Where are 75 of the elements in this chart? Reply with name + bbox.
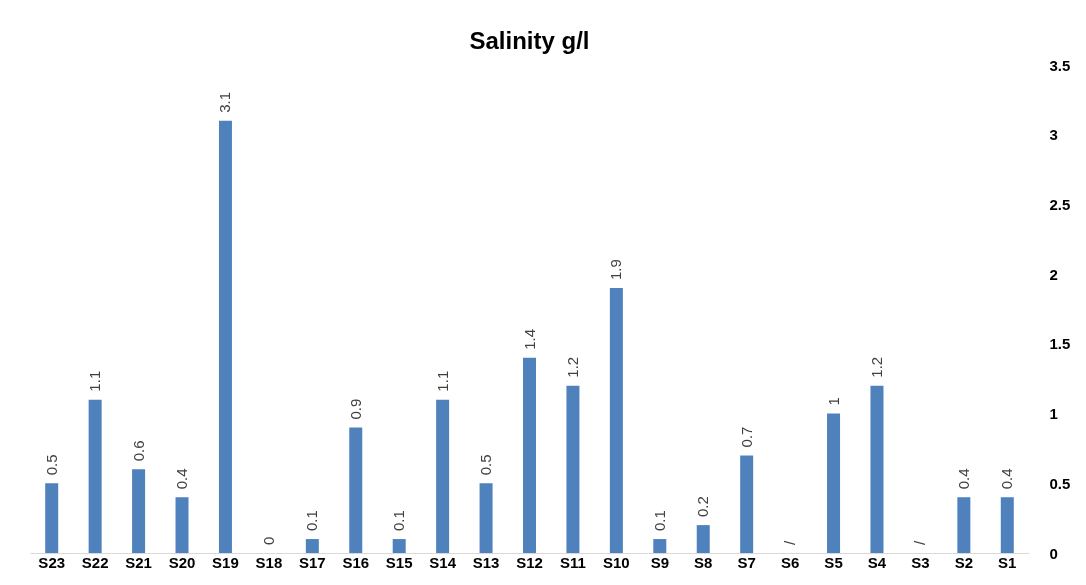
y-tick-label: 0.5: [1049, 474, 1071, 492]
x-tick-label: S5: [824, 553, 843, 571]
x-tick-label: S2: [954, 553, 974, 571]
data-label: 0: [259, 536, 277, 545]
x-tick-label: S1: [998, 553, 1017, 571]
data-label: 0.4: [998, 468, 1016, 490]
bar: [523, 357, 536, 553]
x-tick-label: S8: [694, 553, 713, 571]
data-label: 1: [824, 397, 842, 406]
data-label: 1.4: [520, 328, 538, 350]
data-label: 1.1: [86, 370, 104, 392]
x-tick-label: S13: [472, 553, 500, 571]
data-label: 0.7: [737, 426, 755, 448]
y-tick-label: 3: [1049, 126, 1058, 144]
x-tick-label: S20: [168, 553, 196, 571]
y-tick-label: 2: [1049, 265, 1058, 283]
bar: [88, 399, 102, 553]
x-tick-label: S4: [867, 553, 887, 571]
x-tick-label: S16: [342, 553, 370, 571]
y-tick-label: 3.5: [1049, 56, 1071, 74]
x-tick-label: S18: [255, 553, 283, 571]
data-label: 1.1: [433, 370, 451, 392]
x-tick-label: S9: [650, 553, 669, 571]
data-label: 0.5: [42, 454, 60, 476]
data-label: 0.2: [694, 496, 712, 518]
x-tick-label: S23: [38, 553, 66, 571]
data-label: 0.1: [390, 510, 408, 532]
bar: [305, 539, 319, 553]
bar: [957, 497, 971, 553]
x-tick-label: S11: [560, 553, 586, 571]
data-label: 0.1: [303, 510, 321, 532]
bar: [740, 455, 754, 553]
data-label: 1.2: [563, 356, 581, 378]
x-tick-label: S6: [780, 553, 800, 571]
x-tick-label: S12: [516, 553, 543, 571]
bar: [218, 120, 232, 553]
data-label: 0.9: [346, 398, 364, 420]
x-tick-label: S10: [603, 553, 630, 571]
data-label: 0.1: [650, 510, 668, 532]
data-label: 1.2: [867, 356, 885, 378]
chart-title: Salinity g/l: [469, 27, 590, 54]
x-tick-label: S21: [125, 553, 152, 571]
data-label: 0.6: [129, 440, 147, 462]
bar: [479, 483, 493, 553]
x-tick-label: S15: [385, 553, 413, 571]
x-tick-label: S17: [298, 553, 326, 571]
bar: [349, 427, 363, 553]
bar: [175, 497, 189, 553]
data-label: 0.5: [477, 454, 495, 476]
bar: [132, 469, 146, 553]
text: /: [781, 540, 799, 545]
y-tick-label: 2.5: [1049, 195, 1071, 213]
x-tick-label: S7: [737, 553, 756, 571]
y-tick-label: 1.5: [1049, 335, 1071, 353]
data-label: 1.9: [607, 259, 625, 281]
bar: [609, 288, 623, 553]
x-tick-label: S14: [429, 553, 457, 571]
data-label: 0.4: [173, 468, 191, 490]
x-tick-label: S3: [911, 553, 930, 571]
x-tick-label: S22: [81, 553, 109, 571]
text: /: [911, 540, 929, 545]
x-tick-label: S19: [212, 553, 239, 571]
y-tick-label: 0: [1049, 544, 1058, 562]
bar: [696, 525, 710, 553]
bar: [1000, 497, 1014, 553]
bar: [566, 385, 580, 553]
data-label: 3.1: [216, 91, 234, 113]
data-label: 0.4: [954, 468, 972, 490]
y-tick-label: 1: [1049, 405, 1058, 423]
bar: [45, 483, 59, 553]
bar: [827, 413, 841, 553]
bar: [392, 539, 406, 553]
bar: [870, 385, 884, 553]
bar: [653, 539, 667, 553]
bar: [436, 399, 450, 553]
